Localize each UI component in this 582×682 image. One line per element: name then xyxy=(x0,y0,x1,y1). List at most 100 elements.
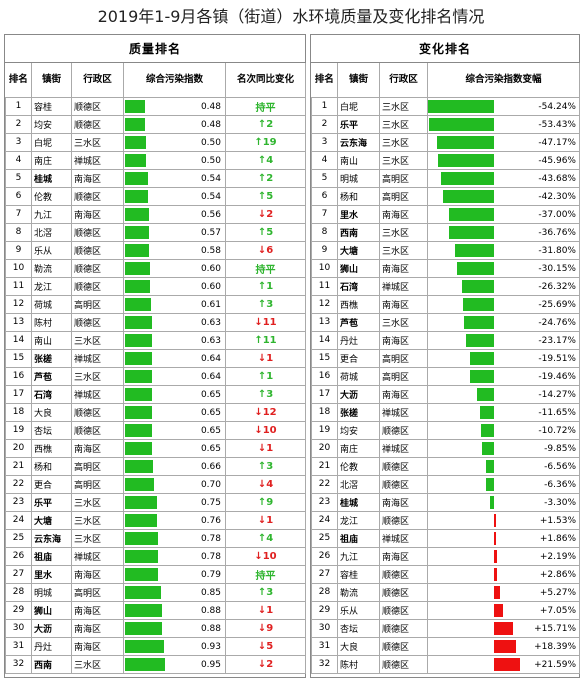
district-cell: 顺德区 xyxy=(379,636,428,656)
index-change-rate-bar xyxy=(494,567,497,581)
index-change-rate-value: -43.68% xyxy=(538,173,576,184)
district-cell: 南海区 xyxy=(379,294,428,314)
district-cell: 南海区 xyxy=(379,492,428,512)
rank-cell: 8 xyxy=(311,222,338,242)
rank-change-cell: ↑5 xyxy=(225,186,306,206)
rank-cell: 18 xyxy=(5,402,32,422)
change-row: 26 九江 南海区 +2.19% xyxy=(311,546,580,566)
change-ranking-title: 变化排名 xyxy=(311,35,579,63)
quality-row: 26 祖庙 禅城区 0.78 ↓10 xyxy=(5,546,306,566)
pollution-index-cell: 0.65 xyxy=(123,438,226,458)
index-change-rate-bar xyxy=(494,621,513,635)
rank-cell: 27 xyxy=(311,564,338,584)
index-change-rate-cell: -23.17% xyxy=(427,330,580,350)
district-cell: 顺德区 xyxy=(379,420,428,440)
rank-cell: 32 xyxy=(5,654,32,674)
town-cell: 九江 xyxy=(337,546,380,566)
pollution-index-value: 0.88 xyxy=(200,605,221,616)
rank-cell: 10 xyxy=(311,258,338,278)
town-cell: 均安 xyxy=(337,420,380,440)
pollution-index-cell: 0.64 xyxy=(123,348,226,368)
rank-cell: 5 xyxy=(5,168,32,188)
pollution-index-cell: 0.54 xyxy=(123,168,226,188)
rank-cell: 3 xyxy=(5,132,32,152)
pollution-index-value: 0.76 xyxy=(200,515,221,526)
town-cell: 大良 xyxy=(337,636,380,656)
index-change-rate-cell: +18.39% xyxy=(427,636,580,656)
pollution-index-value: 0.50 xyxy=(200,137,221,148)
pollution-index-value: 0.70 xyxy=(200,479,221,490)
quality-row: 7 九江 南海区 0.56 ↓2 xyxy=(5,204,306,224)
index-change-rate-cell: -54.24% xyxy=(427,96,580,116)
pollution-index-cell: 0.61 xyxy=(123,294,226,314)
index-change-rate-value: +2.86% xyxy=(539,569,576,580)
pollution-index-bar xyxy=(125,603,162,617)
pollution-index-value: 0.95 xyxy=(200,659,221,670)
town-cell: 里水 xyxy=(337,204,380,224)
pollution-index-bar xyxy=(125,261,150,275)
town-cell: 明城 xyxy=(337,168,380,188)
quality-row: 29 狮山 南海区 0.88 ↓1 xyxy=(5,600,306,620)
town-cell: 荷城 xyxy=(337,366,380,386)
rank-change-cell: ↑4 xyxy=(225,528,306,548)
town-cell: 杨和 xyxy=(337,186,380,206)
quality-ranking-panel: 质量排名 排名 镇街 行政区 综合污染指数 名次同比变化 1 容桂 顺德区 0.48 持… xyxy=(4,34,306,678)
pollution-index-bar xyxy=(125,621,162,635)
index-change-rate-value: +18.39% xyxy=(534,641,576,652)
pollution-index-value: 0.65 xyxy=(200,425,221,436)
pollution-index-value: 0.54 xyxy=(200,191,221,202)
town-cell: 明城 xyxy=(31,582,72,602)
pollution-index-bar xyxy=(125,279,150,293)
report-body: 质量排名 排名 镇街 行政区 综合污染指数 名次同比变化 1 容桂 顺德区 0.48 持… xyxy=(4,34,580,678)
district-cell: 禅城区 xyxy=(379,528,428,548)
district-cell: 三水区 xyxy=(71,366,124,386)
change-row: 8 西南 三水区 -36.76% xyxy=(311,222,580,242)
town-cell: 勒流 xyxy=(31,258,72,278)
rank-change-cell: ↓10 xyxy=(225,420,306,440)
rank-cell: 17 xyxy=(311,384,338,404)
rank-cell: 5 xyxy=(311,168,338,188)
index-change-rate-cell: +1.86% xyxy=(427,528,580,548)
district-cell: 顺德区 xyxy=(71,240,124,260)
rank-cell: 24 xyxy=(5,510,32,530)
change-row: 20 南庄 禅城区 -9.85% xyxy=(311,438,580,458)
quality-header-row: 排名 镇街 行政区 综合污染指数 名次同比变化 xyxy=(5,63,306,98)
district-cell: 南海区 xyxy=(379,546,428,566)
pollution-index-value: 0.64 xyxy=(200,353,221,364)
district-cell: 南海区 xyxy=(71,168,124,188)
rank-cell: 28 xyxy=(311,582,338,602)
change-row: 22 北滘 顺德区 -6.36% xyxy=(311,474,580,494)
index-change-rate-bar xyxy=(466,333,494,347)
rank-change-cell: ↓12 xyxy=(225,402,306,422)
rank-change-cell: ↑2 xyxy=(225,168,306,188)
district-cell: 禅城区 xyxy=(379,402,428,422)
town-cell: 均安 xyxy=(31,114,72,134)
index-change-rate-bar xyxy=(494,603,503,617)
pollution-index-value: 0.48 xyxy=(200,101,221,112)
district-cell: 高明区 xyxy=(71,582,124,602)
town-cell: 勒流 xyxy=(337,582,380,602)
change-row: 3 云东海 三水区 -47.17% xyxy=(311,132,580,152)
town-cell: 桂城 xyxy=(337,492,380,512)
district-cell: 南海区 xyxy=(71,618,124,638)
index-change-rate-bar xyxy=(490,495,494,509)
rank-cell: 7 xyxy=(5,204,32,224)
pollution-index-cell: 0.54 xyxy=(123,186,226,206)
change-row: 21 伦教 顺德区 -6.56% xyxy=(311,456,580,476)
town-cell: 丹灶 xyxy=(337,330,380,350)
town-cell: 祖庙 xyxy=(31,546,72,566)
rank-cell: 22 xyxy=(5,474,32,494)
change-row: 24 龙江 顺德区 +1.53% xyxy=(311,510,580,530)
town-cell: 云东海 xyxy=(337,132,380,152)
index-change-rate-bar xyxy=(470,369,494,383)
rank-change-cell: ↓6 xyxy=(225,240,306,260)
town-cell: 白坭 xyxy=(337,96,380,116)
index-change-rate-bar xyxy=(480,405,494,419)
rank-cell: 11 xyxy=(311,276,338,296)
header-pollution-index: 综合污染指数 xyxy=(123,63,226,98)
index-change-rate-bar xyxy=(481,423,494,437)
rank-cell: 20 xyxy=(311,438,338,458)
quality-row: 17 石湾 禅城区 0.65 ↑3 xyxy=(5,384,306,404)
district-cell: 三水区 xyxy=(71,528,124,548)
pollution-index-value: 0.78 xyxy=(200,551,221,562)
